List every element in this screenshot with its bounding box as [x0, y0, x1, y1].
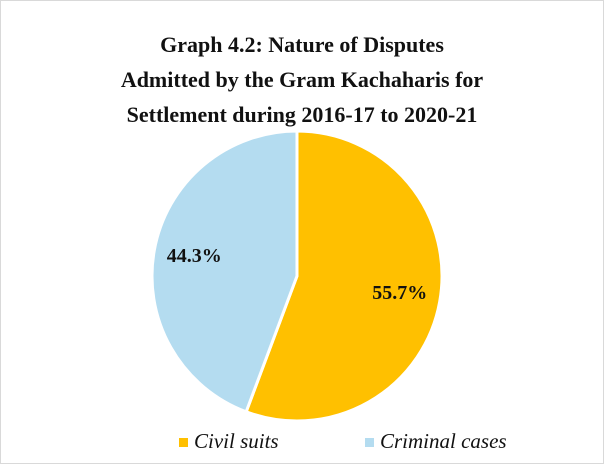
chart-title: Graph 4.2: Nature of Disputes Admitted b… — [120, 32, 484, 127]
legend-label: Civil suits — [194, 429, 279, 453]
pie-slice — [150, 129, 299, 414]
pie-slice — [244, 129, 444, 423]
data-label: 55.7% — [372, 282, 427, 304]
legend-swatch — [365, 438, 374, 447]
legend-label: Criminal cases — [380, 429, 507, 453]
data-label: 44.3% — [167, 245, 222, 267]
legend-swatch — [179, 438, 188, 447]
